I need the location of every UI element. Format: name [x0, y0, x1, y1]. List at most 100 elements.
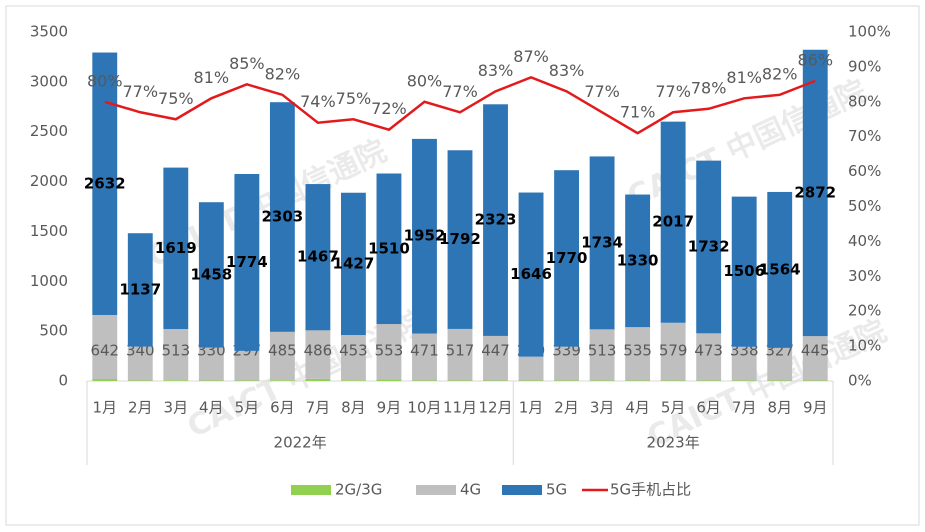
bar-segment — [483, 104, 508, 336]
bar-segment — [340, 335, 366, 381]
bar-segment — [767, 191, 793, 348]
line-label: 85% — [229, 54, 265, 73]
line-label: 75% — [336, 89, 372, 108]
y-tick-label: 0 — [58, 372, 68, 390]
bar-segment — [163, 329, 189, 381]
data-label: 1774 — [226, 253, 268, 271]
bar-segment — [269, 331, 295, 381]
x-tick-label: 3月 — [590, 399, 615, 417]
x-tick-label: 2月 — [128, 399, 153, 417]
data-label: 445 — [801, 342, 830, 360]
data-label: 485 — [268, 342, 297, 360]
bar-segment — [554, 170, 580, 347]
bar-segment — [767, 347, 793, 381]
bar-segment — [483, 335, 508, 381]
x-tick-label: 5月 — [661, 399, 686, 417]
x-tick-label: 2月 — [554, 399, 579, 417]
x-tick-label: 4月 — [199, 399, 224, 417]
y2-tick-label: 0% — [848, 372, 872, 390]
y-tick-label: 1000 — [30, 272, 68, 290]
line-label: 80% — [407, 71, 443, 90]
line-label: 71% — [620, 103, 656, 122]
x-tick-label: 11月 — [443, 399, 477, 417]
bar-segment — [376, 324, 402, 380]
data-label: 513 — [588, 342, 617, 360]
data-label: 1506 — [723, 262, 765, 280]
data-label: 513 — [161, 342, 190, 360]
bar-segment — [625, 327, 651, 381]
data-label: 1427 — [333, 254, 375, 272]
bar-segment — [305, 330, 331, 379]
y-tick-label: 3000 — [30, 72, 68, 90]
legend-label: 4G — [460, 481, 481, 499]
line-label: 77% — [442, 82, 478, 101]
data-label: 2323 — [475, 211, 517, 229]
bar-segment — [589, 329, 615, 381]
legend-swatch — [502, 485, 542, 495]
data-label: 473 — [694, 342, 723, 360]
y2-tick-label: 50% — [848, 197, 881, 215]
data-label: 1619 — [155, 239, 197, 257]
line-label: 82% — [265, 64, 301, 83]
legend-swatch — [416, 485, 456, 495]
x-tick-label: 6月 — [696, 399, 721, 417]
line-label: 77% — [655, 82, 691, 101]
bar-segment — [731, 346, 757, 381]
data-label: 1952 — [404, 227, 446, 245]
bar-segment — [163, 380, 189, 381]
bar-segment — [198, 202, 224, 348]
x-tick-label: 12月 — [478, 399, 512, 417]
y2-tick-label: 40% — [848, 232, 881, 250]
line-label: 72% — [371, 99, 407, 118]
bar-segment — [802, 336, 828, 381]
x-tick-label: 7月 — [732, 399, 757, 417]
line-label: 87% — [513, 47, 549, 66]
line-label: 82% — [762, 64, 798, 83]
y-tick-label: 3500 — [30, 23, 68, 41]
bar-segment — [518, 192, 544, 357]
line-label: 78% — [691, 78, 727, 97]
data-label: 1734 — [581, 233, 623, 251]
bar-segment — [234, 350, 260, 381]
bar-segment — [518, 356, 544, 381]
bar-segment — [127, 233, 153, 347]
x-tick-label: 7月 — [306, 399, 331, 417]
bar-segment — [163, 167, 189, 330]
x-tick-label: 8月 — [341, 399, 366, 417]
y-tick-label: 2000 — [30, 172, 68, 190]
data-label: 1510 — [368, 239, 410, 257]
data-label: 2872 — [794, 183, 836, 201]
x-tick-label: 3月 — [164, 399, 189, 417]
data-label: 535 — [623, 342, 652, 360]
line-series — [104, 76, 816, 135]
y2-tick-label: 10% — [848, 337, 881, 355]
line-label: 81% — [194, 68, 230, 87]
data-label: 1646 — [510, 265, 552, 283]
data-label: 1792 — [439, 230, 481, 248]
bar-segment — [92, 314, 118, 380]
bar-segment — [696, 160, 722, 334]
line-label: 86% — [797, 50, 833, 69]
chart-frame — [5, 5, 920, 526]
bar-segment — [269, 102, 295, 332]
bar-segment — [376, 379, 402, 381]
data-label: 2303 — [262, 208, 304, 226]
legend-label: 5G — [546, 481, 567, 499]
data-label: 486 — [304, 342, 333, 360]
bar-segment — [447, 150, 473, 329]
legend-label: 5G手机占比 — [610, 481, 691, 499]
y-tick-label: 1500 — [30, 222, 68, 240]
legend-label: 2G/3G — [335, 481, 382, 499]
data-label: 1330 — [617, 251, 659, 269]
y2-tick-label: 100% — [848, 23, 891, 41]
bar-segment — [447, 328, 473, 381]
y2-tick-label: 80% — [848, 92, 881, 110]
bar-segment — [92, 52, 118, 315]
x-tick-label: 1月 — [92, 399, 117, 417]
x-tick-label: 9月 — [377, 399, 402, 417]
bar-segment — [625, 194, 651, 328]
bar-segment — [660, 121, 686, 323]
data-label: 1137 — [119, 280, 161, 298]
y2-tick-label: 70% — [848, 127, 881, 145]
data-label: 2017 — [652, 213, 694, 231]
